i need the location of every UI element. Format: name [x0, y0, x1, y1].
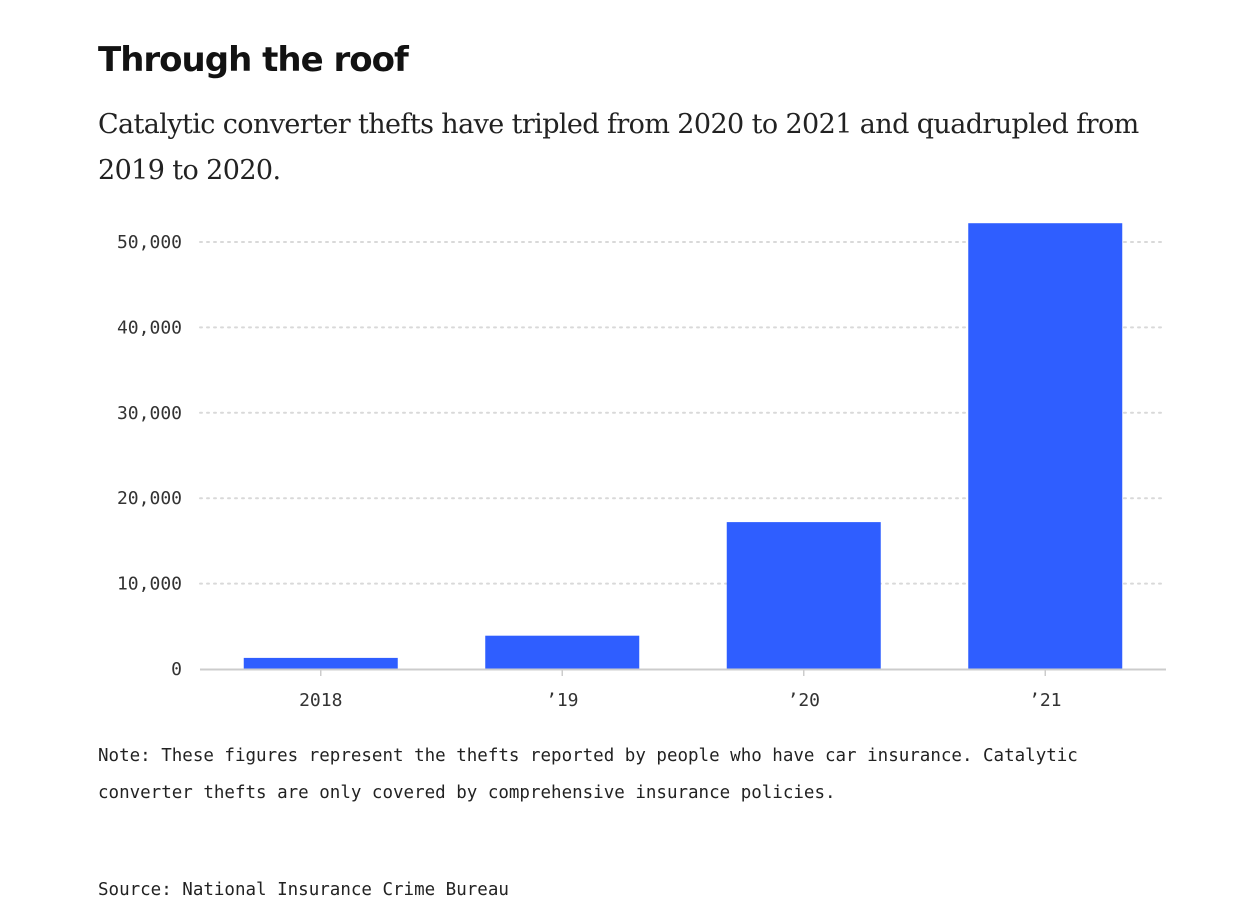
x-tick-label: ’21 — [1029, 690, 1062, 711]
y-tick-label: 30,000 — [117, 403, 182, 424]
bar-4 — [968, 223, 1123, 669]
y-tick-label: 50,000 — [117, 232, 182, 253]
chart-note: Note: These figures represent the thefts… — [98, 746, 1078, 803]
x-tick-label: ’19 — [546, 690, 579, 711]
chart-source: Source: National Insurance Crime Bureau — [98, 880, 509, 900]
bar-3 — [726, 522, 881, 669]
y-tick-label: 10,000 — [117, 574, 182, 595]
y-tick-label: 40,000 — [117, 317, 182, 338]
bar-2 — [485, 635, 640, 669]
x-axis — [200, 668, 1166, 676]
chart-subtitle: Catalytic converter thefts have tripled … — [98, 109, 1139, 186]
y-tick-label: 0 — [171, 659, 182, 680]
bars — [243, 223, 1123, 669]
chart-title: Through the roof — [98, 40, 409, 80]
y-axis-ticks: 0 10,000 20,000 30,000 40,000 50,000 — [117, 232, 182, 680]
y-tick-label: 20,000 — [117, 488, 182, 509]
x-tick-label: ’20 — [787, 690, 820, 711]
x-axis-ticks: 2018 ’19 ’20 ’21 — [299, 690, 1061, 711]
bar-chart: 0 10,000 20,000 30,000 40,000 50,000 2018 ’19 ’… — [117, 223, 1167, 711]
x-tick-label: 2018 — [299, 690, 342, 711]
bar-1 — [243, 657, 398, 669]
